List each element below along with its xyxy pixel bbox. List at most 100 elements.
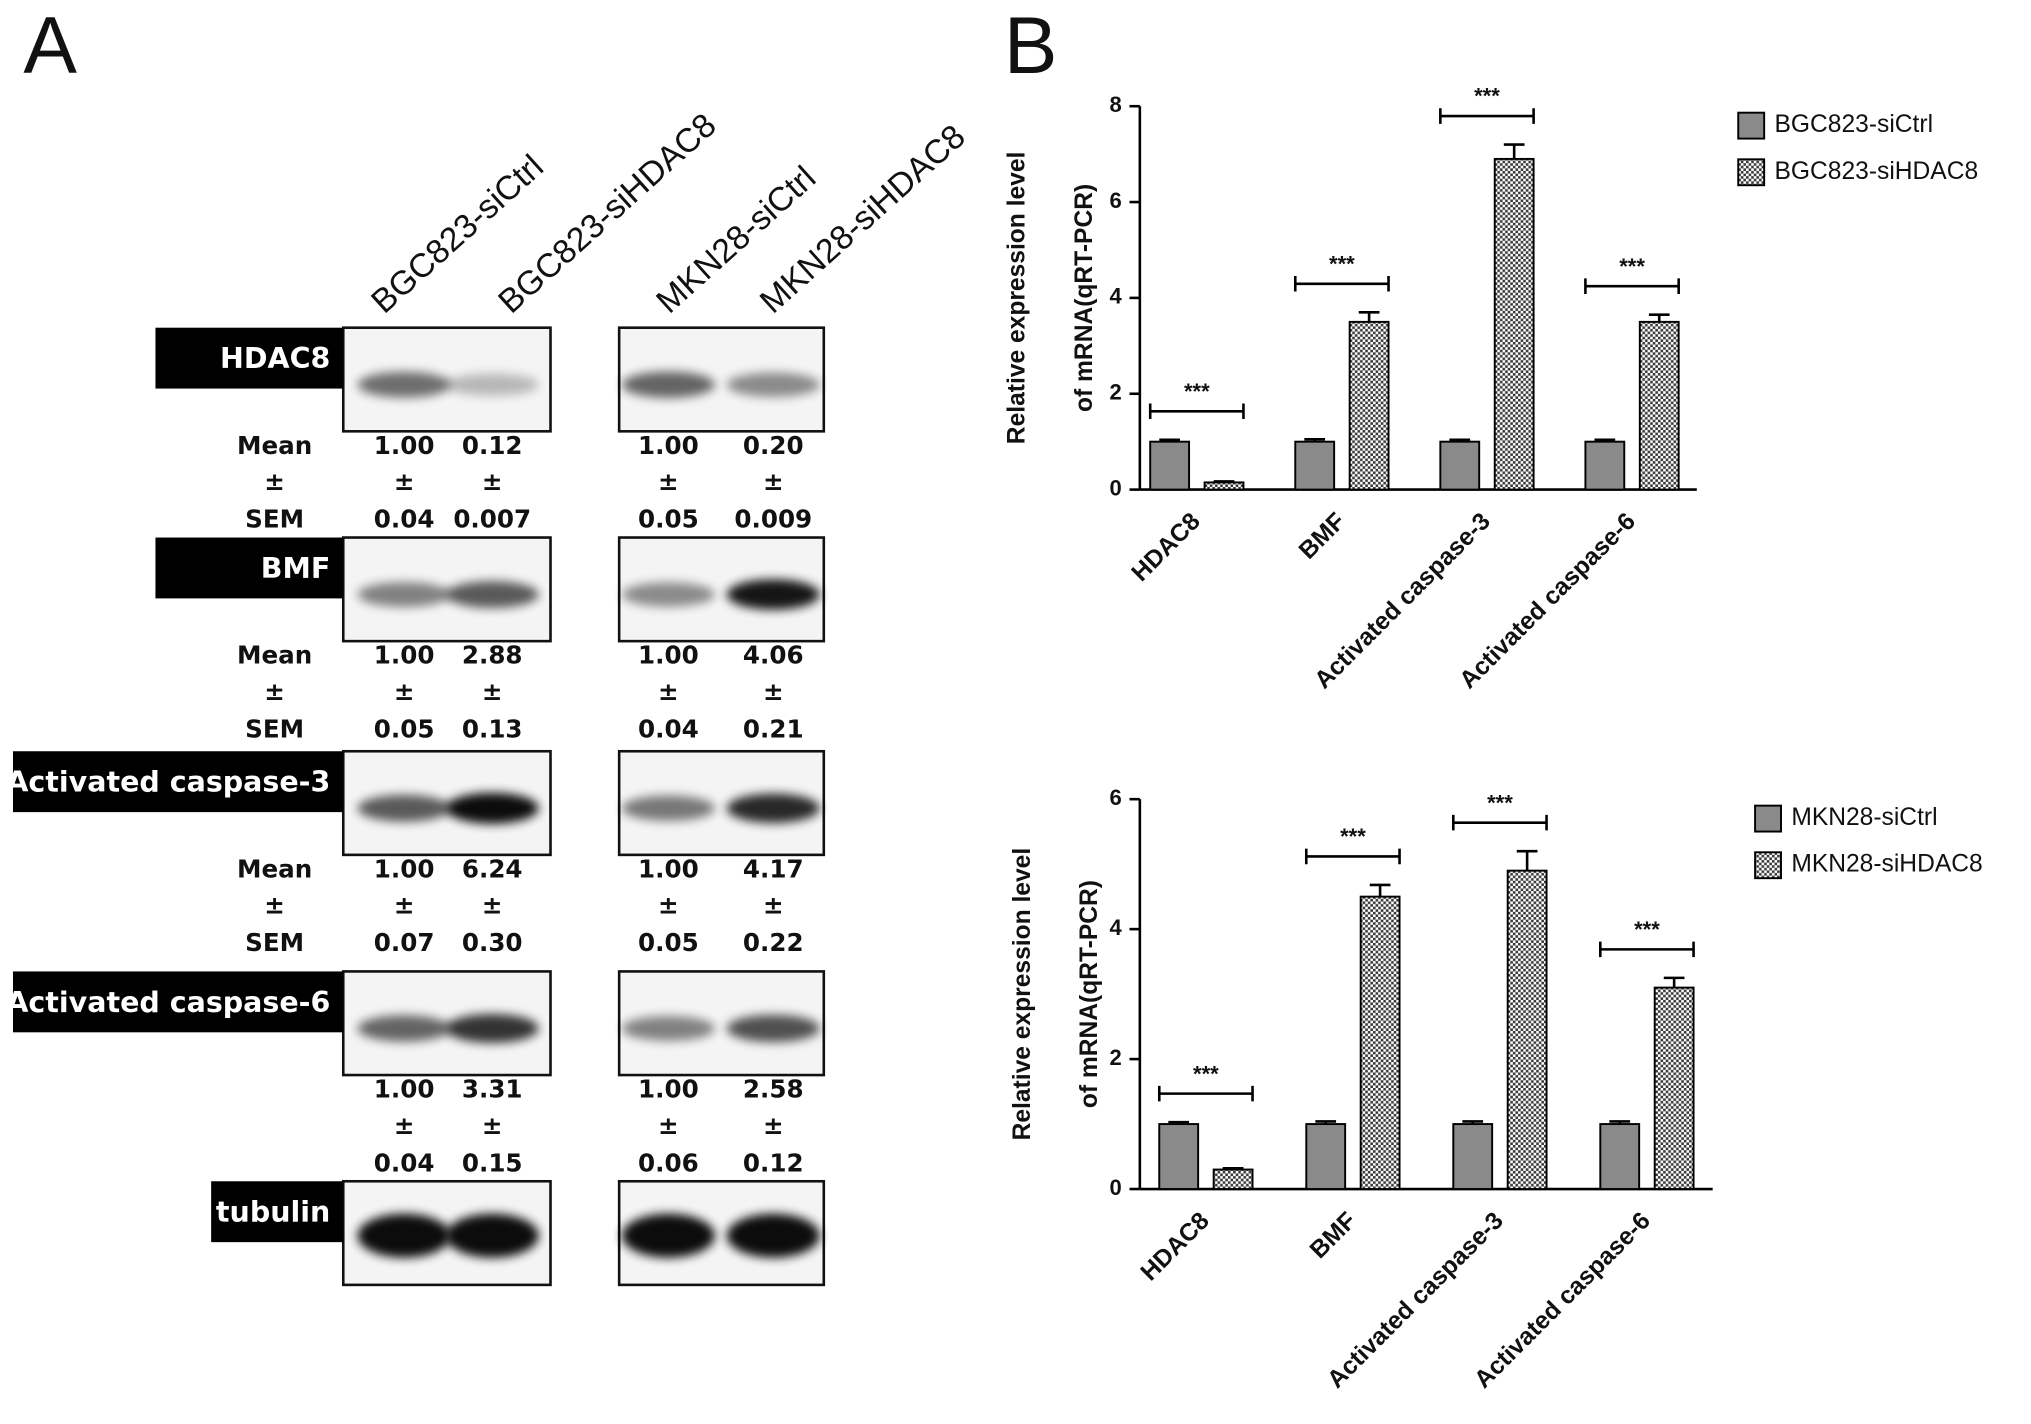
lane-pm: ± (482, 1111, 503, 1140)
significance-bracket (1439, 108, 1535, 124)
y-tick-label: 0 (1109, 1175, 1121, 1200)
lane-mean: 1.00 (374, 854, 435, 883)
y-tick-label: 2 (1109, 380, 1121, 405)
protein-label: HDAC8 (220, 342, 330, 375)
error-bar (1168, 1120, 1190, 1125)
lane-mean: 4.17 (743, 854, 804, 883)
blot-band (726, 793, 820, 824)
stat-label: SEM (245, 928, 304, 957)
blot-band (621, 582, 716, 607)
legend-swatch (1737, 158, 1766, 187)
blot-band (621, 795, 716, 821)
y-tick-label: 8 (1109, 92, 1121, 117)
lane-pm: ± (482, 467, 503, 496)
blot-band (445, 1213, 539, 1258)
significance-bracket (1157, 1085, 1254, 1102)
lane-pm: ± (763, 677, 784, 706)
lane-pm: ± (394, 1111, 415, 1140)
error-bar (1516, 849, 1538, 871)
error-bar (1159, 438, 1180, 442)
y-tick-label: 2 (1109, 1045, 1121, 1070)
error-bar (1358, 310, 1380, 322)
blot-band (726, 372, 820, 397)
blot-band (726, 1014, 820, 1043)
lane-pm: ± (482, 891, 503, 920)
bar (1294, 440, 1336, 491)
protein-label: Activated caspase-6 (6, 986, 330, 1019)
panel-label: A (23, 1, 77, 91)
significance-label: *** (1619, 254, 1645, 279)
lane-mean: 2.88 (462, 641, 523, 670)
stat-label: SEM (245, 715, 304, 744)
blot-band (445, 373, 539, 396)
bar (1149, 440, 1191, 491)
y-tick-label: 4 (1109, 284, 1122, 309)
error-bar (1213, 480, 1235, 483)
lane-pm: ± (658, 891, 679, 920)
y-tick-label: 0 (1109, 475, 1121, 500)
protein-label-box (155, 537, 344, 599)
significance-label: *** (1634, 917, 1660, 942)
y-axis-label: of mRNA(qRT-PCR) (1071, 184, 1098, 412)
legend-label: BGC823-siCtrl (1775, 111, 1934, 138)
blot-band (357, 582, 451, 607)
significance-bracket (1584, 278, 1680, 294)
blot-band (726, 1213, 820, 1258)
blot-band (621, 1213, 716, 1258)
protein-label: BMF (261, 552, 331, 585)
lane-pm: ± (394, 891, 415, 920)
bar (1158, 1123, 1200, 1191)
bar (1599, 1123, 1641, 1191)
error-bar (1449, 438, 1471, 442)
lane-mean: 1.00 (638, 1075, 699, 1104)
significance-label: *** (1474, 84, 1500, 109)
bar (1203, 481, 1245, 491)
lane-sem: 0.05 (638, 928, 699, 957)
stat-label: ± (264, 467, 285, 496)
bar (1439, 440, 1481, 491)
lane-pm: ± (394, 677, 415, 706)
lane-mean: 1.00 (638, 854, 699, 883)
lane-sem: 0.009 (734, 505, 812, 534)
stat-label: Mean (237, 431, 312, 460)
y-tick-label: 6 (1109, 785, 1121, 810)
blot-band (726, 579, 820, 610)
y-axis-label: Relative expression level (1004, 152, 1031, 445)
significance-label: *** (1193, 1061, 1219, 1086)
bar (1584, 440, 1626, 491)
lane-sem: 0.06 (638, 1148, 699, 1177)
lane-pm: ± (394, 467, 415, 496)
lane-mean: 1.00 (374, 641, 435, 670)
significance-label: *** (1340, 824, 1366, 849)
bar (1506, 869, 1548, 1191)
significance-bracket (1451, 814, 1548, 831)
blot-band (357, 1213, 451, 1258)
error-bar (1594, 438, 1616, 442)
legend-label: MKN28-siHDAC8 (1791, 851, 1982, 878)
bar (1305, 1123, 1347, 1191)
blot-band (621, 371, 716, 398)
protein-label-box (12, 751, 344, 813)
lane-mean: 0.20 (743, 431, 804, 460)
lane-pm: ± (482, 677, 503, 706)
protein-label-box (211, 1181, 344, 1243)
protein-label: Activated caspase-3 (6, 766, 330, 799)
lane-pm: ± (658, 1111, 679, 1140)
error-bar (1222, 1166, 1244, 1170)
lane-sem: 0.07 (374, 928, 435, 957)
panel-label: B (1004, 1, 1058, 91)
x-tick-label: HDAC8 (1136, 1207, 1215, 1286)
lane-sem: 0.12 (743, 1148, 804, 1177)
lane-mean: 3.31 (462, 1075, 523, 1104)
stat-label: SEM (245, 505, 304, 534)
error-bar (1369, 883, 1391, 897)
legend-label: BGC823-siHDAC8 (1775, 158, 1979, 185)
y-axis-label: Relative expression level (1009, 848, 1036, 1141)
bar (1493, 157, 1535, 491)
error-bar (1315, 1120, 1337, 1125)
lane-pm: ± (763, 1111, 784, 1140)
lane-mean: 1.00 (638, 641, 699, 670)
bar (1653, 986, 1695, 1191)
stat-label: ± (264, 677, 285, 706)
